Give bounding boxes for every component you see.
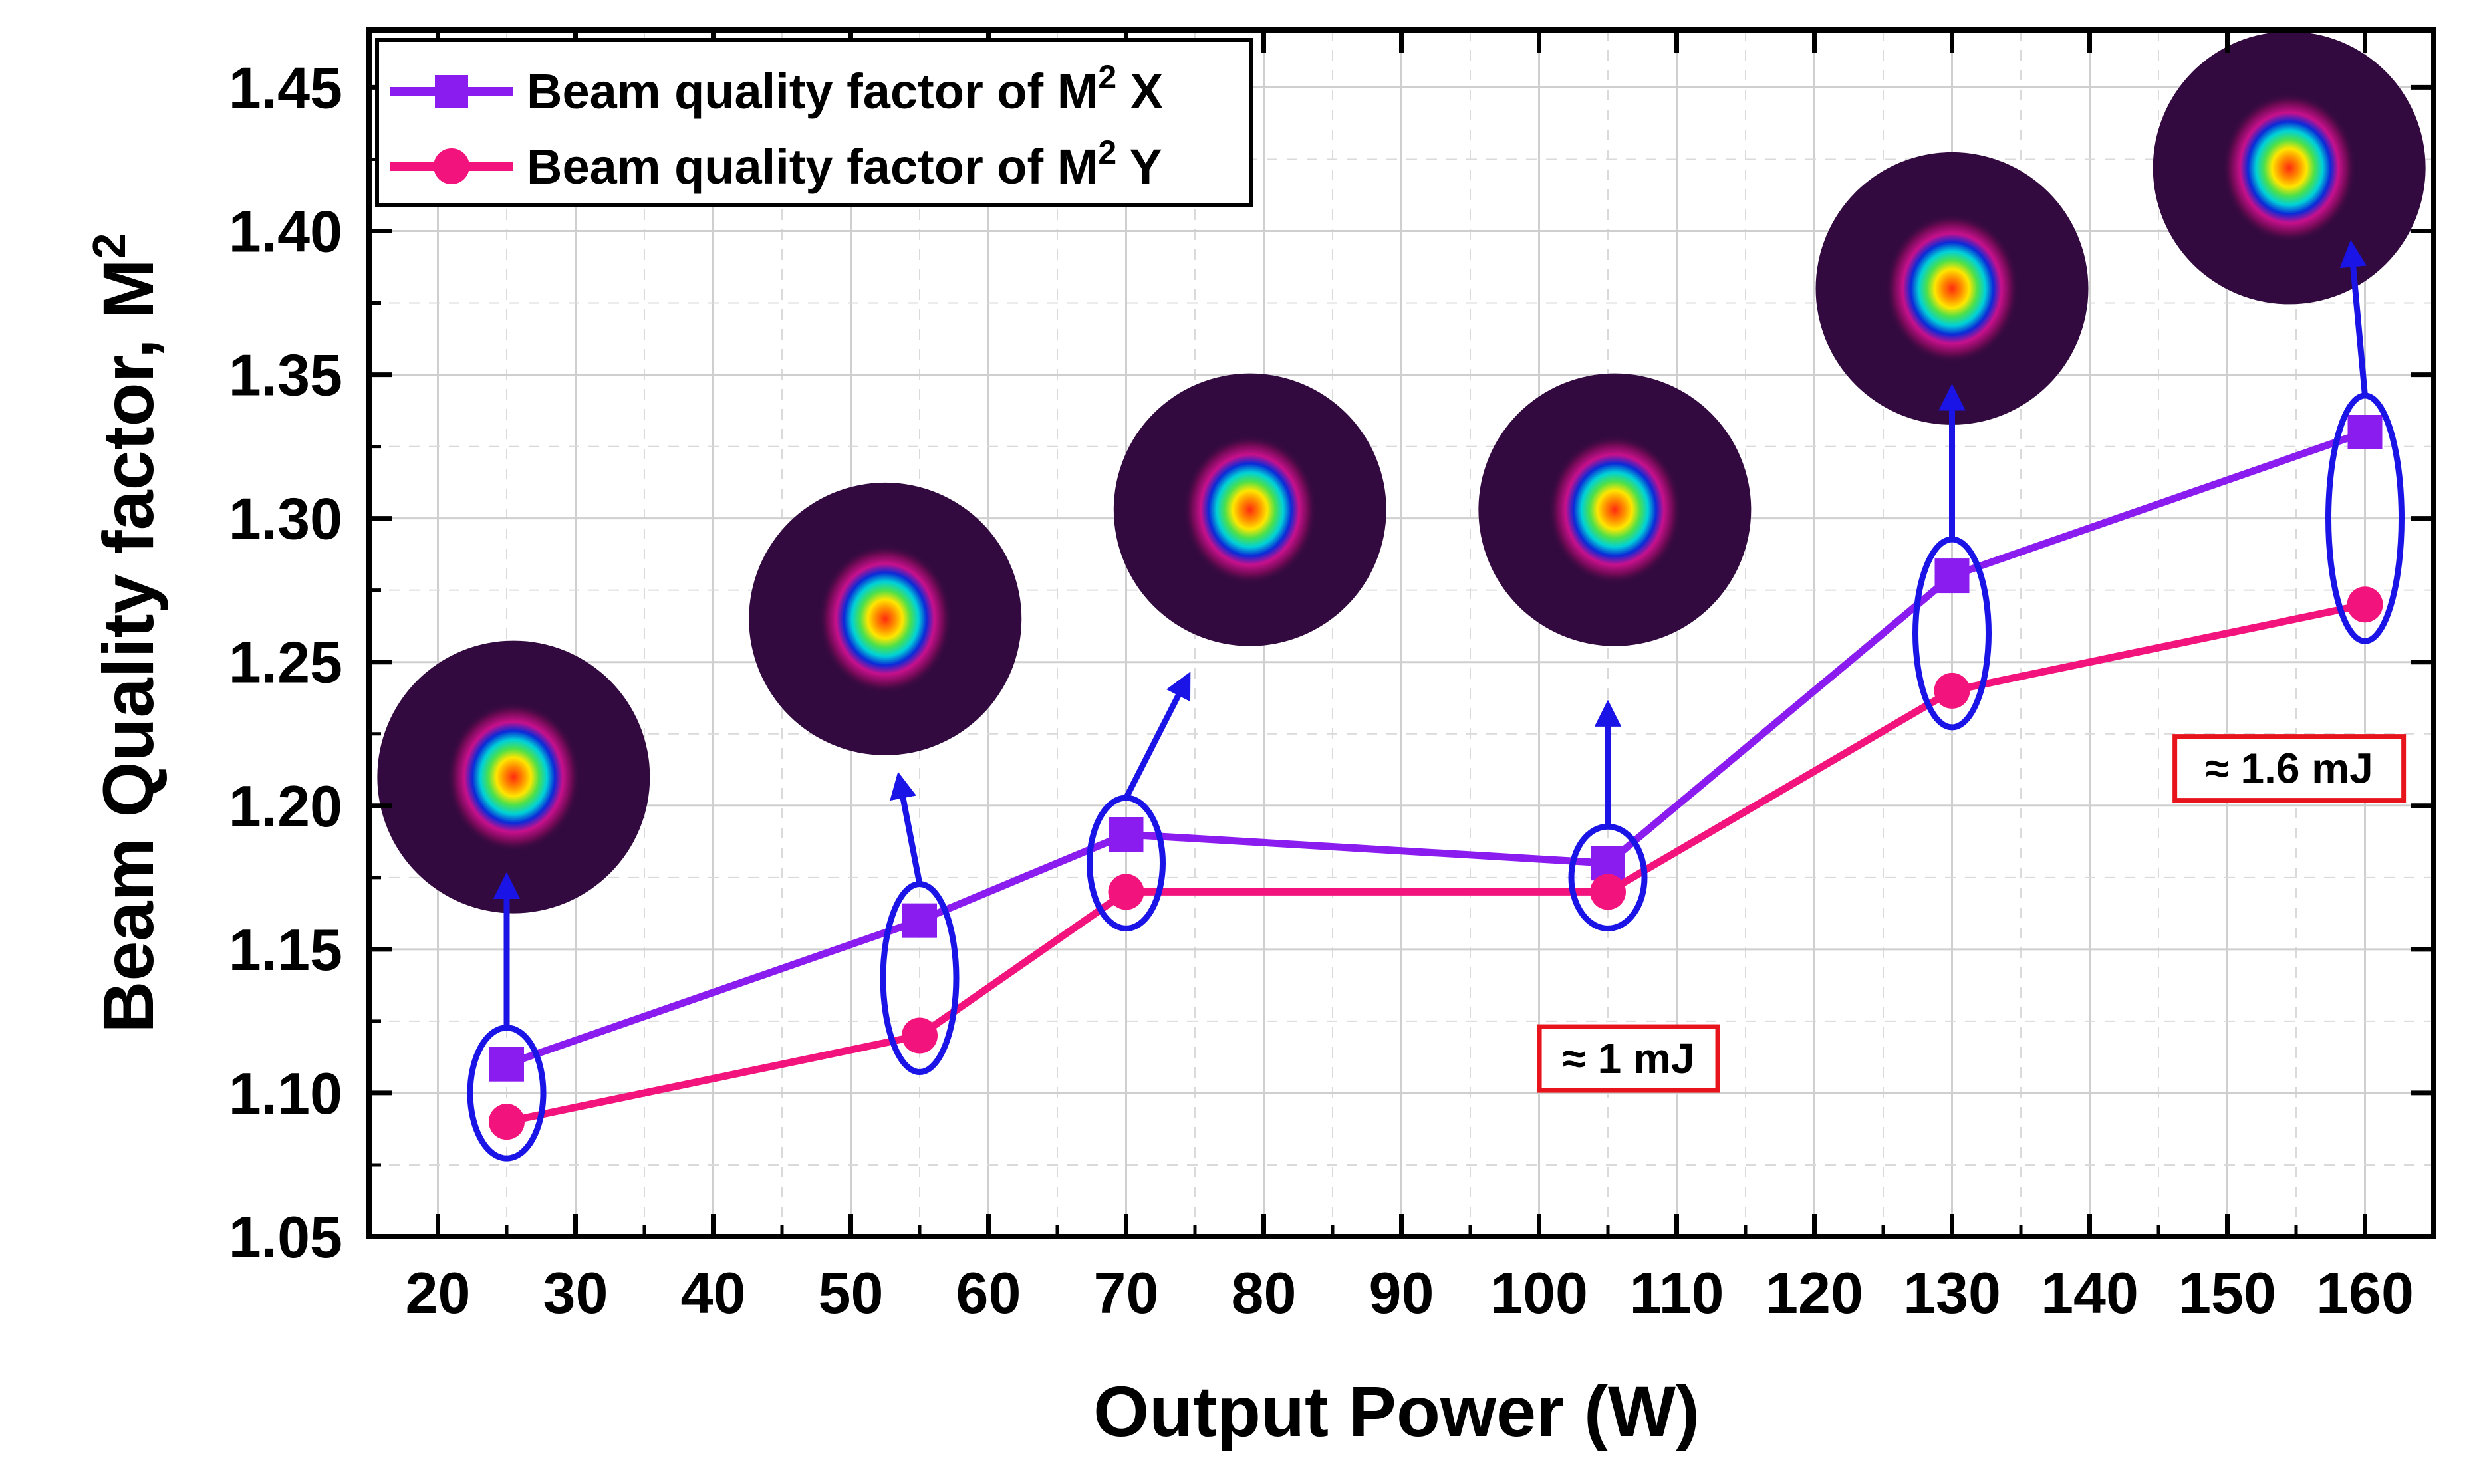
profile-arrow: [2339, 240, 2368, 396]
data-point-x: [902, 903, 937, 938]
data-point-y: [489, 1104, 525, 1140]
highlight-ellipse: [880, 881, 960, 1075]
y-axis-title: Beam Quality factor, M2: [83, 233, 168, 1033]
highlight-ellipse: [1568, 823, 1648, 931]
y-tick-label: 1.05: [229, 1204, 342, 1270]
energy-box: [1537, 1024, 1720, 1093]
beam-profile-spot: [1885, 213, 2019, 363]
x-tick-label: 120: [1765, 1260, 1863, 1326]
x-tick-label: 130: [1903, 1260, 2001, 1326]
x-tick-label: 90: [1369, 1260, 1434, 1326]
legend-x-marker: [435, 75, 468, 108]
legend-y-label: Beam quality factor of M2 Y: [527, 134, 1162, 194]
data-point-x: [489, 1047, 524, 1082]
highlight-ellipse: [2325, 392, 2405, 644]
y-tick-label: 1.45: [229, 55, 342, 120]
x-tick-label: 140: [2041, 1260, 2139, 1326]
legend-y-marker: [434, 148, 469, 184]
y-tick-label: 1.25: [229, 630, 342, 695]
legend-box: [375, 38, 1253, 207]
beam-profile-spot: [1183, 435, 1317, 584]
energy-label: ≈ 1.6 mJ: [2206, 745, 2373, 793]
data-point-y: [1934, 672, 1970, 709]
y-tick-label: 1.30: [229, 486, 342, 552]
data-point-x: [1934, 558, 1970, 594]
beam-profile-spot: [1548, 435, 1682, 584]
beam-profile-spot: [819, 544, 952, 693]
y-tick-label: 1.40: [229, 199, 342, 265]
y-tick-label: 1.35: [229, 342, 342, 408]
x-tick-label: 20: [406, 1260, 471, 1326]
profile-arrow: [1123, 672, 1191, 800]
x-tick-label: 80: [1232, 1260, 1297, 1326]
axis-ticks: 20 30 40 50 60 70 80 90 100 110 120 130 140 150 160 1.0…: [229, 30, 2434, 1326]
x-tick-label: 50: [819, 1260, 884, 1326]
y-tick-label: 1.10: [229, 1060, 342, 1126]
highlight-ellipse: [1087, 795, 1166, 931]
data-point-y: [1108, 874, 1144, 910]
x-tick-label: 100: [1490, 1260, 1588, 1326]
energy-annotations: ≈ 1 mJ ≈ 1.6 mJ: [1537, 734, 2407, 1093]
beam-profiles: [377, 31, 2426, 1028]
x-axis-title: Output Power (W): [1093, 1371, 1700, 1451]
data-series: [489, 415, 2383, 1140]
x-tick-label: 30: [543, 1260, 608, 1326]
legend: Beam quality factor of M2 X Beam quality…: [375, 38, 1253, 207]
legend-x-label: Beam quality factor of M2 X: [527, 59, 1163, 119]
energy-label: ≈ 1 mJ: [1563, 1035, 1695, 1082]
x-tick-label: 60: [956, 1260, 1021, 1326]
highlight-ellipse: [467, 1025, 547, 1162]
x-tick-label: 110: [1630, 1260, 1724, 1326]
x-tick-label: 160: [2316, 1260, 2414, 1326]
energy-box: [2172, 734, 2407, 803]
data-point-x: [1109, 817, 1144, 852]
y-tick-label: 1.20: [229, 773, 342, 839]
data-point-y: [902, 1017, 938, 1054]
highlight-ellipse: [1912, 536, 1992, 731]
x-tick-label: 70: [1094, 1260, 1159, 1326]
data-point-y: [2347, 586, 2383, 623]
series-line-y: [505, 600, 2366, 1126]
x-tick-label: 150: [2178, 1260, 2276, 1326]
series-line-x: [505, 428, 2367, 1068]
beam-profile-spot: [2222, 93, 2356, 243]
x-tick-label: 40: [681, 1260, 746, 1326]
beam-profile-spot: [447, 702, 581, 852]
data-point-y: [1590, 874, 1626, 910]
data-point-x: [2347, 415, 2383, 449]
grid: [369, 30, 2434, 1238]
highlight-ellipses: [467, 392, 2405, 1162]
y-tick-label: 1.15: [229, 917, 342, 983]
profile-arrow: [890, 771, 923, 885]
